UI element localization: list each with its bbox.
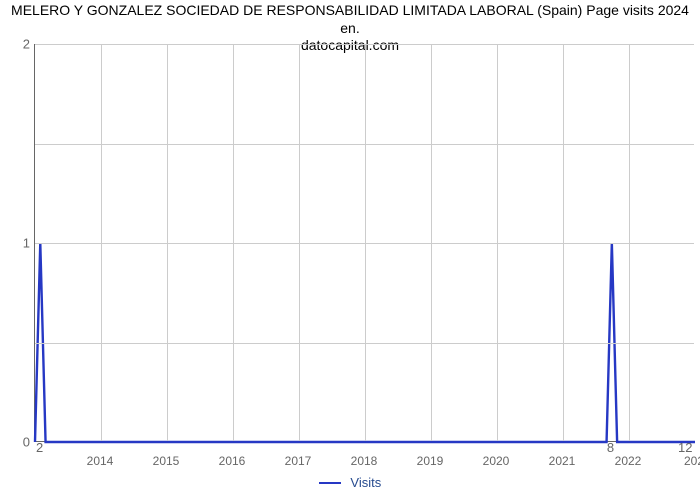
x-tick-label: 2016 <box>219 454 246 468</box>
v-gridline <box>497 44 498 441</box>
y-tick-label: 2 <box>12 37 30 52</box>
x-tick-label: 2021 <box>549 454 576 468</box>
chart-wrapper: MELERO Y GONZALEZ SOCIEDAD DE RESPONSABI… <box>0 0 700 500</box>
legend-swatch <box>319 482 341 484</box>
y-tick-label: 0 <box>12 435 30 450</box>
x-tick-label: 2022 <box>615 454 642 468</box>
v-gridline <box>629 44 630 441</box>
corner-label-bottom-right-inner: 8 <box>607 440 614 455</box>
x-tick-label: 2015 <box>153 454 180 468</box>
v-gridline <box>563 44 564 441</box>
v-gridline <box>167 44 168 441</box>
corner-label-bottom-right-outer: 12 <box>678 440 692 455</box>
x-tick-label: 2019 <box>417 454 444 468</box>
v-gridline <box>365 44 366 441</box>
v-gridline <box>299 44 300 441</box>
x-tick-label: 202 <box>684 454 700 468</box>
x-tick-label: 2014 <box>87 454 114 468</box>
x-tick-label: 2020 <box>483 454 510 468</box>
x-tick-label: 2017 <box>285 454 312 468</box>
v-gridline <box>233 44 234 441</box>
x-tick-label: 2018 <box>351 454 378 468</box>
legend-label: Visits <box>350 475 381 490</box>
v-gridline <box>101 44 102 441</box>
corner-label-bottom-left: 2 <box>36 440 43 455</box>
title-line-1: MELERO Y GONZALEZ SOCIEDAD DE RESPONSABI… <box>11 2 689 36</box>
y-tick-label: 1 <box>12 236 30 251</box>
legend: Visits <box>0 474 700 490</box>
plot-area <box>34 44 694 442</box>
v-gridline <box>431 44 432 441</box>
